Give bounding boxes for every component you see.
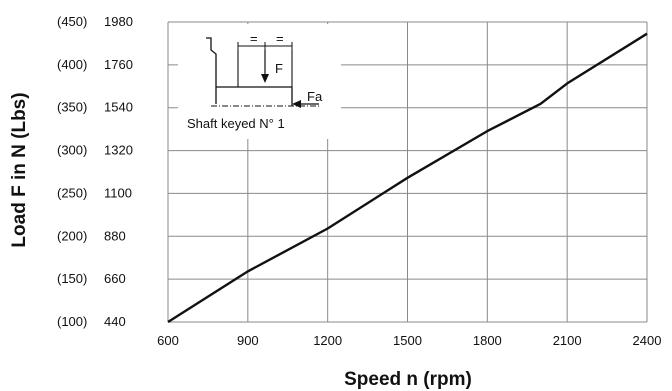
- force-label: F: [275, 61, 283, 76]
- x-tick-label: 2100: [553, 333, 582, 348]
- shaft-outline: [206, 37, 217, 104]
- x-tick-label: 1500: [393, 333, 422, 348]
- y-tick-label-lbs: (450): [57, 14, 87, 29]
- y-tick-label-n: 880: [104, 228, 126, 243]
- x-tick-label: 600: [157, 333, 179, 348]
- x-axis-title: Speed n (rpm): [344, 369, 472, 390]
- y-axis-title: Load F in N (Lbs): [9, 92, 30, 247]
- y-tick-label-n: 1980: [104, 14, 133, 29]
- y-tick-label-lbs: (200): [57, 228, 87, 243]
- x-tick-label: 2400: [633, 333, 662, 348]
- y-tick-label-n: 1760: [104, 57, 133, 72]
- y-tick-label-n: 1100: [104, 185, 132, 200]
- shaft-diagram: = = F Fa Shaft keyed N° 1: [178, 24, 341, 139]
- y-tick-label-n: 660: [104, 271, 126, 286]
- inset-background: [178, 24, 341, 139]
- x-tick-label: 900: [237, 333, 259, 348]
- y-tick-label-lbs: (350): [57, 100, 87, 115]
- y-tick-label-n: 1320: [104, 143, 133, 158]
- y-tick-label-lbs: (400): [57, 57, 87, 72]
- y-tick-label-lbs: (100): [57, 314, 87, 329]
- x-tick-label: 1800: [473, 333, 502, 348]
- axis-tick-labels: 600 900 1200 1500 1800 2100 2400 (100) 440 (150) 6…: [57, 14, 661, 348]
- series-layer: [167, 32, 648, 324]
- grid-lines: [167, 21, 648, 323]
- y-tick-label-lbs: (300): [57, 143, 87, 158]
- axial-force-arrow-head: [292, 100, 301, 108]
- y-tick-label-lbs: (150): [57, 271, 87, 286]
- shaft-caption: Shaft keyed N° 1: [187, 116, 285, 131]
- equal-mark-right: =: [276, 31, 284, 46]
- y-tick-label-lbs: (250): [57, 185, 87, 200]
- load-curve: [167, 32, 648, 324]
- y-tick-label-n: 1540: [104, 100, 133, 115]
- axial-force-label: Fa: [307, 89, 323, 104]
- x-tick-label: 1200: [313, 333, 342, 348]
- y-tick-label-n: 440: [104, 314, 126, 329]
- equal-mark-left: =: [250, 31, 258, 46]
- force-arrow-head: [261, 74, 269, 83]
